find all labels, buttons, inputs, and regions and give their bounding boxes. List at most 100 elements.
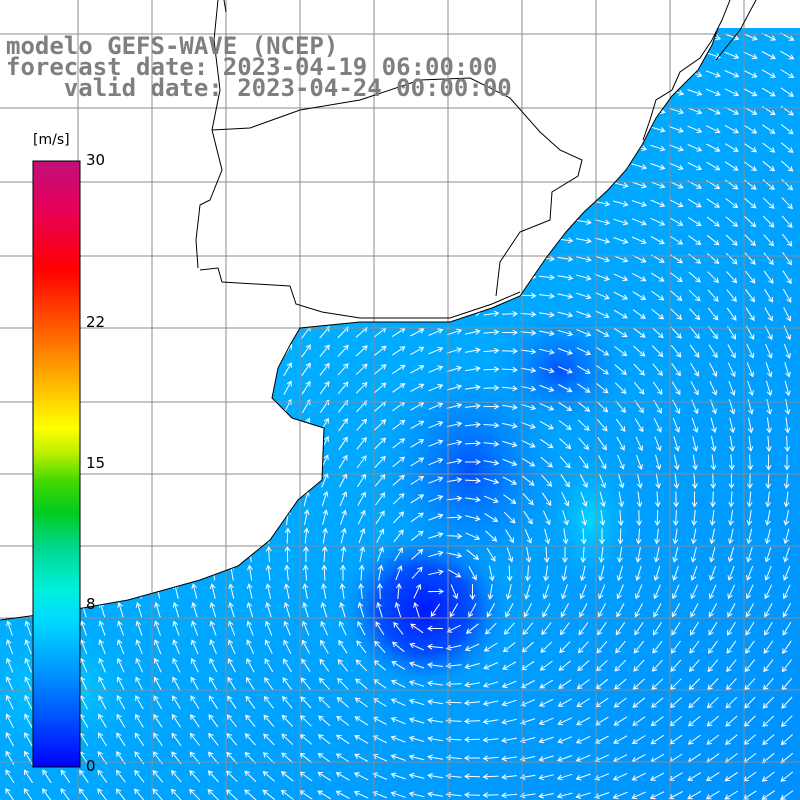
wind-arrow [464,718,481,725]
wind-arrow [172,639,180,655]
wind-arrow [154,601,161,618]
wind-arrow [376,583,383,600]
wind-arrow [784,380,791,397]
wind-arrow [633,363,645,376]
wind-arrow [413,601,420,618]
wind-arrow [763,659,774,673]
wind-arrow [410,512,424,523]
wind-arrow [172,601,180,618]
wind-arrow [524,528,532,544]
wind-arrow [561,565,568,582]
wind-arrow [745,289,755,303]
wind-arrow [766,417,772,434]
wind-arrow [263,714,275,728]
wind-arrow [519,755,536,762]
wind-arrow [427,662,443,668]
wind-arrow [502,404,518,410]
wind-arrow [724,51,740,59]
wind-arrow [485,622,497,635]
wind-arrow [281,714,293,727]
wind-arrow [783,547,790,563]
wind-arrow [410,383,425,393]
wind-arrow [42,788,52,800]
wind-arrow [690,381,699,396]
wind-arrow [634,603,644,618]
wind-arrow [502,329,518,336]
wind-arrow [60,788,71,800]
wind-arrow [577,641,589,654]
wind-arrow [672,509,679,526]
wind-arrow [616,584,624,600]
wind-arrow [464,440,481,447]
wind-arrow [115,788,127,800]
wind-arrow [98,713,107,728]
wind-arrow [321,490,329,507]
wind-arrow [599,510,606,526]
wind-arrow [636,454,643,471]
wind-arrow [265,564,272,581]
wind-arrow [578,622,589,636]
wind-arrow [598,473,606,489]
wind-arrow [374,419,387,431]
wind-arrow [580,546,587,564]
wind-arrow [262,752,275,764]
wind-arrow [395,583,402,600]
wind-arrow [538,274,555,281]
wind-arrow [321,564,328,581]
wind-arrow [353,790,369,799]
wind-arrow [705,52,722,59]
wind-arrow [411,566,423,579]
wind-arrow [558,402,573,411]
wind-arrow [781,215,793,228]
wind-arrow [522,493,534,506]
wind-arrow [727,547,735,563]
wind-arrow [784,362,791,378]
wind-arrow [651,345,664,358]
wind-arrow [728,472,735,489]
wind-arrow [505,584,512,600]
wind-arrow [542,584,550,600]
wind-arrow [372,791,388,799]
wind-arrow [483,310,500,317]
wind-arrow [340,527,347,544]
wind-arrow [631,791,647,800]
wind-arrow [668,107,685,115]
wind-arrow [762,715,775,727]
wind-arrow [747,454,754,471]
wind-arrow [745,307,755,322]
wind-arrow [650,199,666,208]
wind-arrow [742,51,758,60]
wind-arrow [339,601,346,618]
wind-arrow [339,491,348,507]
wind-arrow [761,771,775,782]
wind-arrow [337,344,349,357]
wind-arrow [594,255,611,263]
wind-arrow [654,528,660,545]
wind-arrow [762,179,775,191]
wind-arrow [747,436,754,452]
wind-arrow [576,219,592,225]
wind-arrow [520,385,537,392]
wind-arrow [428,513,444,521]
wind-arrow [557,736,573,744]
wind-arrow [746,472,753,489]
wind-arrow [321,583,327,599]
wind-arrow [728,510,734,526]
wind-arrow [653,547,660,563]
wind-arrow [556,773,573,781]
wind-arrow [524,565,531,582]
wind-arrow [262,770,275,782]
wind-arrow [636,509,643,526]
wind-arrow [301,362,311,376]
valid-date: valid date: 2023-04-24 00:00:00 [6,74,512,102]
wind-arrow [246,601,254,618]
wind-arrow [153,639,162,655]
wind-arrow [614,659,627,672]
wind-arrow [558,660,572,671]
wind-arrow [632,697,646,708]
wind-arrow [428,569,444,576]
wind-arrow [617,454,625,470]
wind-arrow [727,584,736,600]
wind-arrow [557,274,574,281]
